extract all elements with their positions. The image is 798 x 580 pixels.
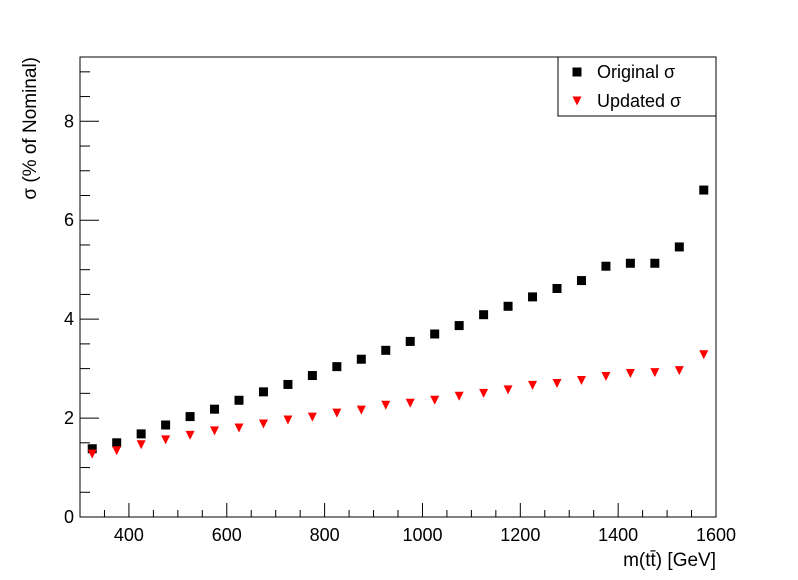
updated-sigma-point <box>210 426 220 436</box>
updated-sigma-point <box>699 350 709 360</box>
original-sigma-point <box>479 310 489 320</box>
original-sigma-point <box>650 258 660 268</box>
updated-sigma-point <box>234 423 244 433</box>
original-sigma-point <box>283 379 293 389</box>
y-axis-label: σ (% of Nominal) <box>20 57 41 200</box>
original-sigma-point <box>430 329 440 339</box>
y-tick-label: 4 <box>64 309 74 329</box>
original-sigma-point <box>258 387 268 397</box>
y-tick-label: 6 <box>64 210 74 230</box>
updated-sigma-point <box>552 378 562 388</box>
plot-frame <box>79 56 717 518</box>
legend-marker-original <box>572 67 582 77</box>
x-tick-label: 400 <box>114 525 144 545</box>
original-sigma-point <box>87 444 97 454</box>
original-sigma-point <box>234 395 244 405</box>
updated-sigma-point <box>430 395 440 405</box>
original-sigma-point <box>454 321 464 331</box>
updated-sigma-point <box>503 385 513 395</box>
original-sigma-point <box>528 292 538 302</box>
original-sigma-point <box>332 362 342 372</box>
x-tick-label: 1600 <box>696 525 736 545</box>
original-sigma-point <box>136 429 146 439</box>
updated-sigma-point <box>161 435 171 445</box>
updated-sigma-point <box>307 412 317 422</box>
original-sigma-point <box>161 420 171 430</box>
original-sigma-point <box>674 242 684 252</box>
original-sigma-point <box>576 276 586 286</box>
updated-sigma-point <box>405 398 415 408</box>
updated-sigma-point <box>332 408 342 418</box>
updated-sigma-point <box>601 372 611 382</box>
updated-sigma-point <box>625 369 635 379</box>
updated-sigma-point <box>674 366 684 376</box>
original-sigma-point <box>503 301 513 311</box>
updated-sigma-point <box>136 440 146 450</box>
original-sigma-point <box>210 404 220 414</box>
original-sigma-point <box>405 336 415 346</box>
original-sigma-point <box>381 345 391 355</box>
x-tick-label: 1000 <box>402 525 442 545</box>
updated-sigma-point <box>528 380 538 390</box>
legend-box <box>557 56 717 117</box>
updated-sigma-point <box>283 415 293 425</box>
original-sigma-point <box>112 438 122 448</box>
updated-sigma-point <box>454 391 464 401</box>
updated-sigma-point <box>185 430 195 440</box>
updated-sigma-point <box>381 400 391 410</box>
updated-sigma-point <box>650 368 660 378</box>
updated-sigma-point <box>112 446 122 456</box>
updated-sigma-point <box>356 405 366 415</box>
y-tick-label: 0 <box>64 507 74 527</box>
updated-sigma-point <box>87 449 97 459</box>
original-sigma-point <box>185 412 195 422</box>
updated-sigma-point <box>479 388 489 398</box>
x-tick-label: 800 <box>310 525 340 545</box>
updated-sigma-point <box>576 375 586 385</box>
original-sigma-point <box>552 283 562 293</box>
updated-sigma-point <box>258 419 268 429</box>
legend-label-original: Original σ <box>597 62 675 82</box>
original-sigma-point <box>356 354 366 364</box>
original-sigma-point <box>601 261 611 271</box>
legend-marker-updated <box>572 96 582 106</box>
x-tick-label: 1200 <box>500 525 540 545</box>
y-tick-label: 2 <box>64 408 74 428</box>
original-sigma-point <box>699 185 709 195</box>
x-tick-label: 600 <box>212 525 242 545</box>
legend-label-updated: Updated σ <box>597 91 681 111</box>
original-sigma-point <box>625 258 635 268</box>
original-sigma-point <box>307 371 317 381</box>
x-tick-label: 1400 <box>598 525 638 545</box>
y-tick-label: 8 <box>64 111 74 131</box>
x-axis-label: m(tt̄) [GeV] <box>623 550 716 571</box>
